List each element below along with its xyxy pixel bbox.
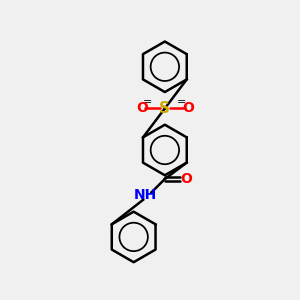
Text: O: O <box>182 101 194 116</box>
Text: O: O <box>136 101 148 116</box>
Text: NH: NH <box>134 188 157 202</box>
Text: S: S <box>159 101 170 116</box>
Text: =: = <box>143 97 153 107</box>
Text: O: O <box>181 172 193 186</box>
Text: =: = <box>177 97 187 107</box>
